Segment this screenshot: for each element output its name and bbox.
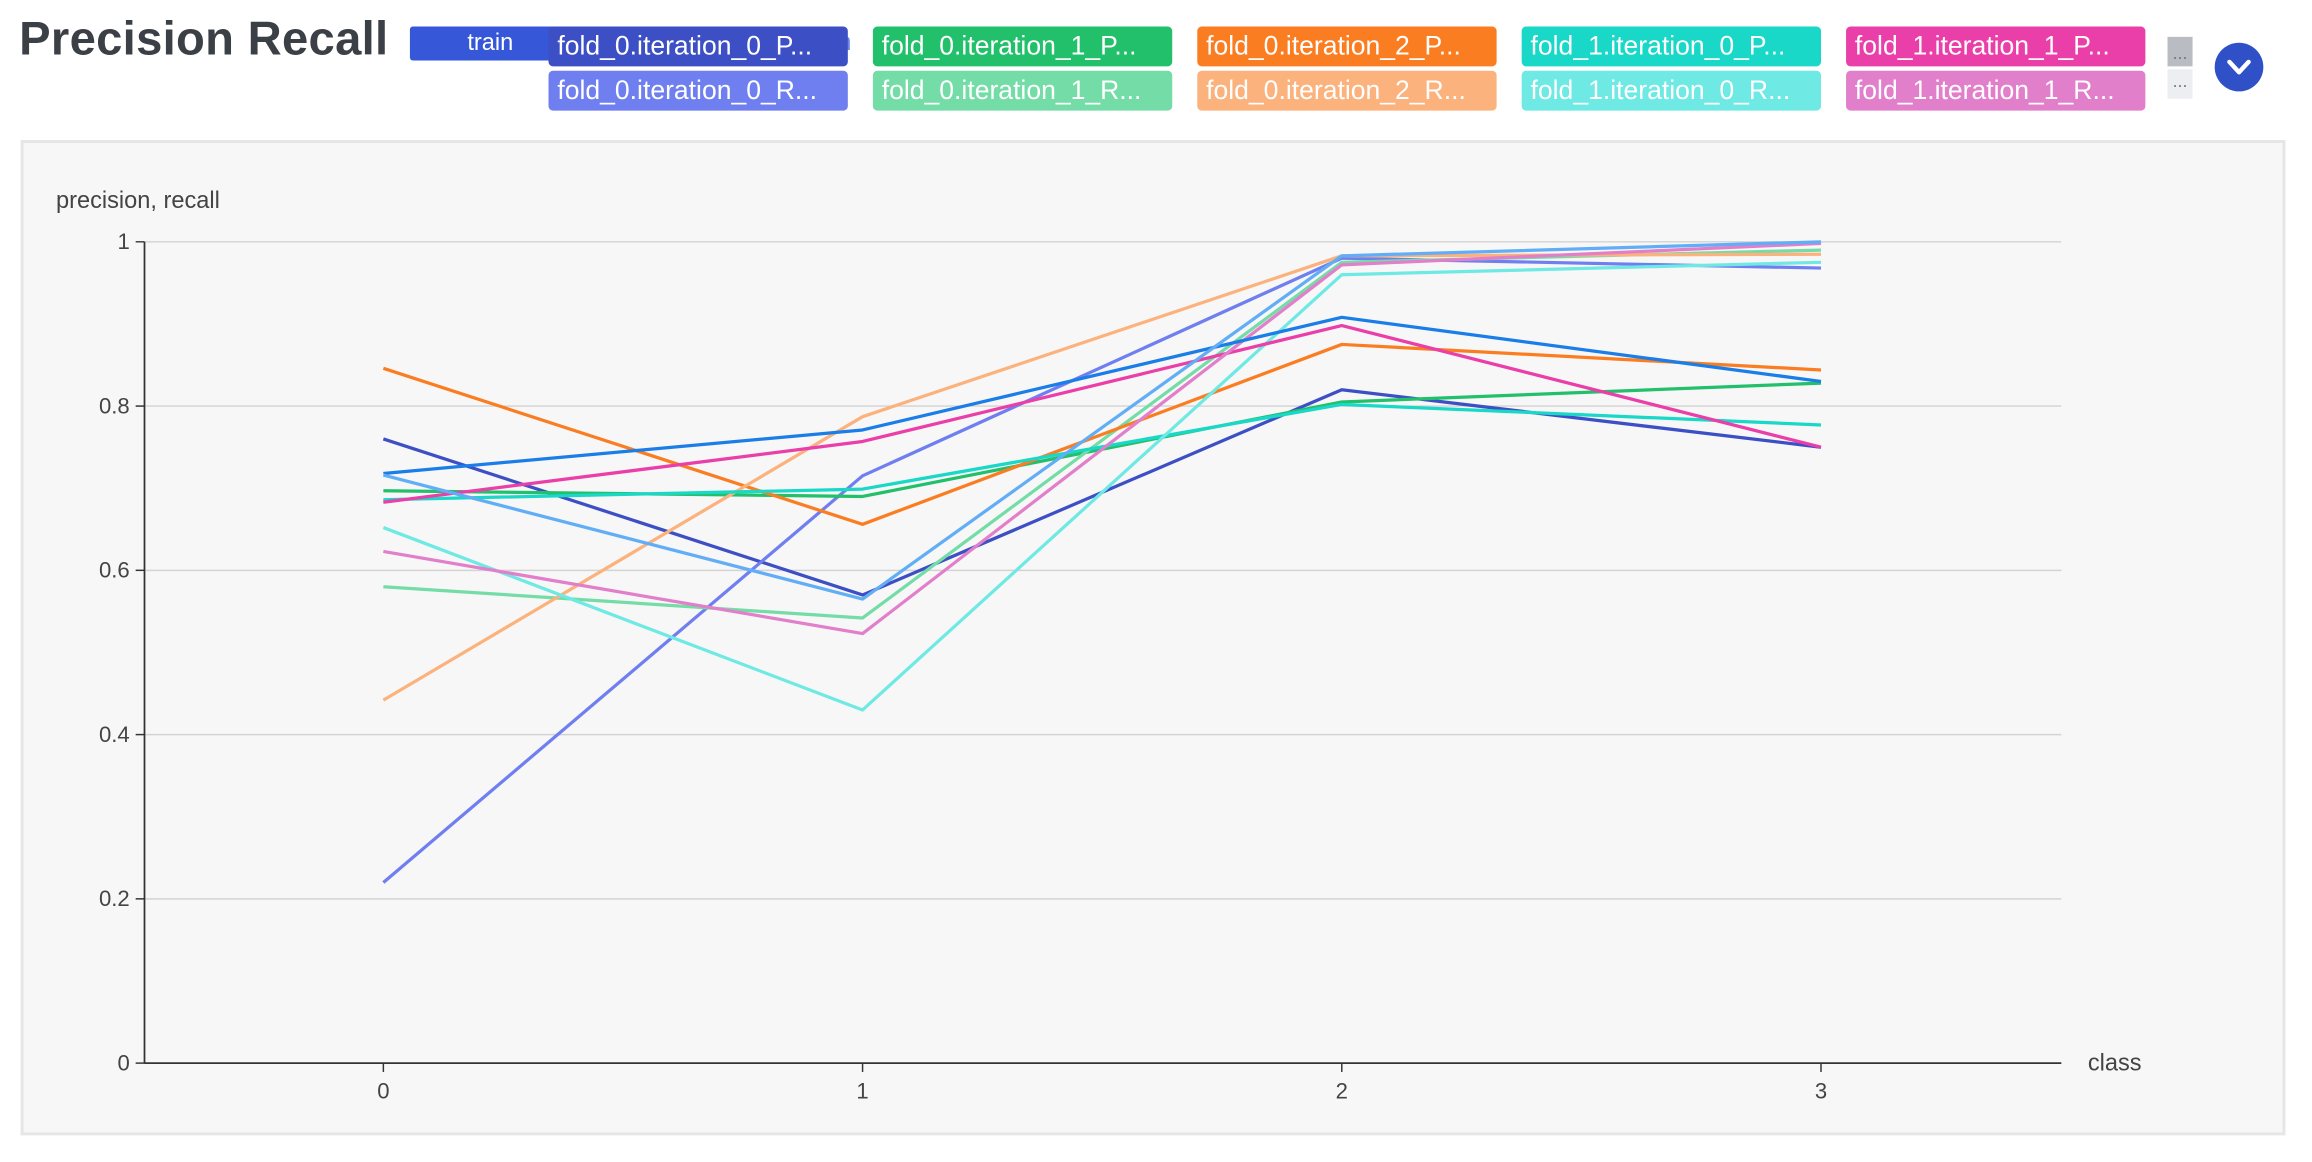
legend-scroll-thumb[interactable]: ... (2167, 36, 2193, 67)
legend-item[interactable]: fold_1.iteration_1_P... (1846, 26, 2146, 67)
legend-item[interactable]: fold_0.iteration_1_P... (872, 26, 1173, 67)
y-axis-label: precision, recall (56, 187, 220, 213)
x-tick-label: 1 (856, 1078, 868, 1103)
series-line-4[interactable] (382, 342, 1822, 526)
series-line-6[interactable] (383, 402, 1822, 502)
x-tick-label: 2 (1336, 1078, 1348, 1103)
line-chart: precision, recall class 0 0.2 0.4 0.6 0.8 1 0 1… (56, 187, 2142, 1104)
legend-scroll-track[interactable]: ... (2167, 69, 2193, 99)
expand-legend-button[interactable] (2214, 42, 2264, 92)
y-tick-label: 1 (117, 229, 129, 254)
series-line-7[interactable] (382, 260, 1822, 712)
series-line-9[interactable] (383, 241, 1822, 636)
legend-item[interactable]: fold_0.iteration_2_P... (1197, 26, 1497, 67)
legend-item[interactable]: fold_0.iteration_0_P... (548, 26, 848, 67)
y-tick-label: 0.6 (99, 558, 130, 583)
series-line-8[interactable] (383, 323, 1822, 504)
x-axis-label: class (2088, 1049, 2142, 1075)
legend-scrollbar[interactable]: ... ... (2167, 36, 2193, 99)
series-line-1[interactable] (382, 256, 1822, 884)
y-tick-label: 0 (117, 1050, 129, 1075)
x-tick-label: 0 (377, 1078, 389, 1103)
chart-panel: precision, recall class 0 0.2 0.4 0.6 0.8 1 0 1… (20, 140, 2286, 1136)
series-line-10[interactable] (383, 315, 1822, 476)
legend-item[interactable]: fold_1.iteration_0_P... (1521, 26, 1821, 67)
page-title: Precision Recall (19, 11, 389, 65)
series-line-5[interactable] (382, 252, 1822, 702)
legend-item[interactable]: fold_1.iteration_0_R... (1521, 70, 1821, 111)
y-tick-label: 0.8 (99, 393, 130, 418)
x-tick-label: 3 (1815, 1078, 1827, 1103)
chevron-down-icon (2227, 59, 2251, 75)
dataset-selector-train[interactable]: train (409, 26, 571, 61)
y-tick-label: 0.4 (99, 722, 130, 747)
legend-item[interactable]: fold_1.iteration_1_R... (1846, 70, 2146, 111)
legend-item[interactable]: fold_0.iteration_1_R... (872, 70, 1173, 111)
legend-item[interactable]: fold_0.iteration_0_R... (548, 70, 848, 111)
y-tick-label: 0.2 (99, 886, 130, 911)
series-line-11[interactable] (382, 240, 1822, 601)
legend-item[interactable]: fold_0.iteration_2_R... (1197, 70, 1497, 111)
